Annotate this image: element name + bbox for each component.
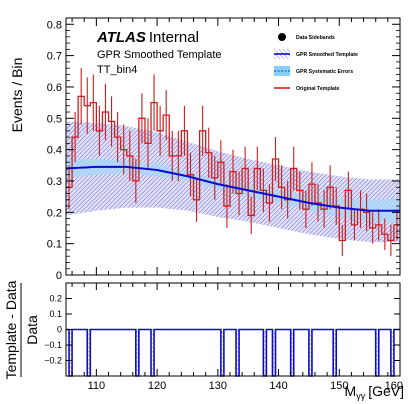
x-axis-label-sub: γγ [356, 391, 366, 401]
ratio-hatched-region [87, 329, 91, 376]
ratio-hatched-region [69, 329, 73, 376]
legend-label: Original Template [296, 86, 340, 92]
gpr-smoothed-line [65, 165, 400, 212]
ratio-hatched-region [375, 329, 379, 376]
ratio-hatched-region [151, 329, 155, 376]
legend-marker-data-sidebands [278, 33, 286, 41]
ratio-y-tick-label: 0 [57, 325, 62, 335]
ratio-hatched-region [263, 329, 267, 376]
ratio-hatched-region [308, 329, 312, 376]
ratio-hatched-region [333, 329, 337, 376]
x-tick-label: 130 [209, 380, 227, 392]
annotation-line1: GPR Smoothed Template [97, 49, 222, 61]
ratio-hatched-region [272, 329, 276, 376]
y-tick-label: 0.7 [47, 51, 62, 63]
legend-label: GPR Smoothed Template [296, 52, 358, 58]
x-tick-label: 150 [330, 380, 348, 392]
atlas-label-bold: ATLAS [96, 29, 146, 46]
ratio-y-label-bottom: Data [24, 315, 40, 345]
y-tick-label: 0.6 [47, 82, 62, 94]
ratio-hatched-region [135, 329, 139, 376]
ratio-panel: −0.2 −0.1 0 0.1 0.2 110 120 130 140 150 160 [44, 282, 403, 392]
ratio-hatched-region [220, 329, 224, 376]
atlas-label: ATLAS Internal [96, 29, 199, 46]
ratio-step-line [66, 328, 400, 377]
x-tick-label: 120 [148, 380, 166, 392]
ratio-y-tick-label: 0.1 [49, 309, 62, 319]
x-tick-label: 110 [88, 380, 106, 392]
ratio-y-label-top: Template - Data [3, 280, 19, 379]
ratio-y-label: Template - Data Data [3, 280, 40, 379]
original-template-line [66, 95, 400, 242]
main-panel: 0 0.1 0.2 0.3 0.4 0.5 0.6 0.7 0.8 ATLAS Internal GP… [47, 17, 401, 282]
ratio-hatched-region [290, 329, 294, 376]
x-tick-label: 160 [385, 380, 403, 392]
y-tick-label: 0.4 [47, 145, 62, 157]
atlas-label-internal: Internal [149, 29, 199, 46]
annotation-line2: TT_bin4 [97, 64, 137, 76]
ratio-y-tick-label: 0.2 [49, 294, 62, 304]
x-tick-label: 140 [269, 380, 287, 392]
legend-label: Data Sidebands [296, 35, 335, 41]
main-plot-frame [65, 17, 401, 276]
x-axis-label-base: M [345, 383, 357, 399]
ratio-hatched-region [236, 329, 240, 376]
legend-label: GPR Systematic Errors [296, 69, 353, 75]
ratio-hatched-region [390, 329, 394, 376]
y-tick-label: 0.5 [47, 113, 62, 125]
x-axis-label-unit: [GeV] [368, 383, 404, 399]
y-tick-label: 0.8 [47, 19, 62, 31]
y-axis-label: Events / Bin [9, 58, 25, 133]
y-tick-label: 0 [56, 270, 62, 282]
x-axis-label: Mγγ [GeV] [345, 383, 404, 401]
y-tick-label: 0.2 [47, 207, 62, 219]
y-tick-label: 0.3 [47, 176, 62, 188]
ratio-y-tick-label: −0.1 [44, 340, 62, 350]
y-tick-label: 0.1 [47, 239, 62, 251]
ratio-y-tick-label: −0.2 [44, 356, 62, 366]
